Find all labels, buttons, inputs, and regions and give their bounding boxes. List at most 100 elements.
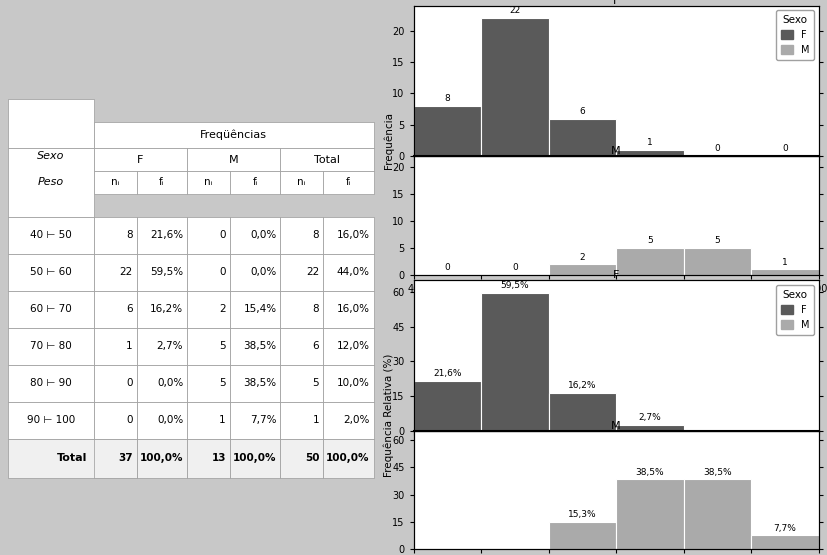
Text: 7,7%: 7,7% (250, 416, 276, 426)
Bar (187, 439, 230, 478)
Bar (230, 216, 280, 254)
Text: 10,0%: 10,0% (337, 379, 370, 388)
Text: 0: 0 (715, 144, 720, 153)
Text: 12,0%: 12,0% (337, 341, 370, 351)
Bar (323, 291, 374, 328)
Bar (136, 328, 187, 365)
Bar (136, 216, 187, 254)
Text: Frequência Relativa (%): Frequência Relativa (%) (384, 353, 394, 477)
Bar (93, 171, 136, 194)
Text: 2: 2 (219, 304, 226, 314)
Bar (414, 106, 481, 157)
Text: 0: 0 (219, 230, 226, 240)
Bar (280, 365, 323, 402)
Text: 38,5%: 38,5% (703, 468, 732, 477)
Bar (8, 291, 93, 328)
Bar (230, 328, 280, 365)
Bar (548, 264, 616, 275)
Bar (93, 216, 136, 254)
Text: 38,5%: 38,5% (243, 379, 276, 388)
Bar (187, 148, 280, 171)
Bar (684, 480, 751, 549)
Text: M: M (229, 155, 238, 165)
Text: 44,0%: 44,0% (337, 267, 370, 277)
Bar (323, 402, 374, 439)
Bar (414, 381, 481, 431)
Bar (136, 254, 187, 291)
Text: 80 ⊢ 90: 80 ⊢ 90 (30, 379, 72, 388)
Bar (136, 402, 187, 439)
Bar (481, 293, 548, 431)
Title: M: M (611, 147, 621, 157)
Bar (8, 254, 93, 291)
Text: 59,5%: 59,5% (500, 281, 529, 290)
Text: 50 ⊢ 60: 50 ⊢ 60 (30, 267, 72, 277)
Bar (280, 402, 323, 439)
Text: nᵢ: nᵢ (298, 178, 306, 188)
Text: Total: Total (314, 155, 340, 165)
Text: Freqüências: Freqüências (200, 130, 267, 140)
Text: 0,0%: 0,0% (251, 230, 276, 240)
Text: 22: 22 (119, 267, 132, 277)
Text: 16,2%: 16,2% (150, 304, 184, 314)
Bar (280, 216, 323, 254)
Text: 1: 1 (647, 138, 653, 147)
Text: fᵢ: fᵢ (159, 178, 165, 188)
Text: 38,5%: 38,5% (243, 341, 276, 351)
Bar (93, 402, 136, 439)
Text: 16,0%: 16,0% (337, 304, 370, 314)
Bar (8, 439, 136, 478)
X-axis label: Peso (kg): Peso (kg) (590, 299, 642, 309)
Text: 1: 1 (313, 416, 319, 426)
Bar (230, 291, 280, 328)
Text: 2,7%: 2,7% (156, 341, 184, 351)
Bar (751, 269, 819, 275)
Bar (230, 365, 280, 402)
Bar (8, 148, 93, 216)
Legend: F, M: F, M (777, 285, 814, 335)
Text: 60 ⊢ 70: 60 ⊢ 70 (30, 304, 72, 314)
Text: 100,0%: 100,0% (140, 453, 184, 463)
Text: 2: 2 (580, 253, 586, 261)
Text: 5: 5 (219, 341, 226, 351)
Bar (548, 393, 616, 431)
Bar (616, 425, 684, 431)
Text: 100,0%: 100,0% (233, 453, 276, 463)
Text: 5: 5 (647, 236, 653, 245)
Bar (8, 328, 93, 365)
Text: 5: 5 (219, 379, 226, 388)
Bar (751, 536, 819, 549)
Bar (616, 150, 684, 157)
Bar (93, 122, 374, 148)
Text: 0: 0 (444, 264, 450, 273)
Text: 16,0%: 16,0% (337, 230, 370, 240)
Bar (616, 480, 684, 549)
Text: 21,6%: 21,6% (150, 230, 184, 240)
Bar (187, 254, 230, 291)
Text: nᵢ: nᵢ (111, 178, 119, 188)
Bar (230, 254, 280, 291)
Text: 0,0%: 0,0% (157, 416, 184, 426)
Bar (93, 254, 136, 291)
Bar (93, 328, 136, 365)
Text: 59,5%: 59,5% (150, 267, 184, 277)
Text: 8: 8 (313, 230, 319, 240)
Text: 0: 0 (782, 144, 788, 153)
Bar (8, 216, 93, 254)
Text: 0: 0 (219, 267, 226, 277)
Bar (684, 248, 751, 275)
Bar (548, 119, 616, 157)
Bar (323, 216, 374, 254)
Text: 0,0%: 0,0% (251, 267, 276, 277)
Text: 50: 50 (304, 453, 319, 463)
Text: fᵢ: fᵢ (346, 178, 351, 188)
Bar (323, 439, 374, 478)
Text: 1: 1 (219, 416, 226, 426)
Bar (280, 254, 323, 291)
Bar (187, 291, 230, 328)
Text: 13: 13 (212, 453, 226, 463)
Bar (93, 148, 187, 171)
Bar (323, 171, 374, 194)
Text: 8: 8 (444, 94, 450, 103)
Bar (93, 439, 136, 478)
